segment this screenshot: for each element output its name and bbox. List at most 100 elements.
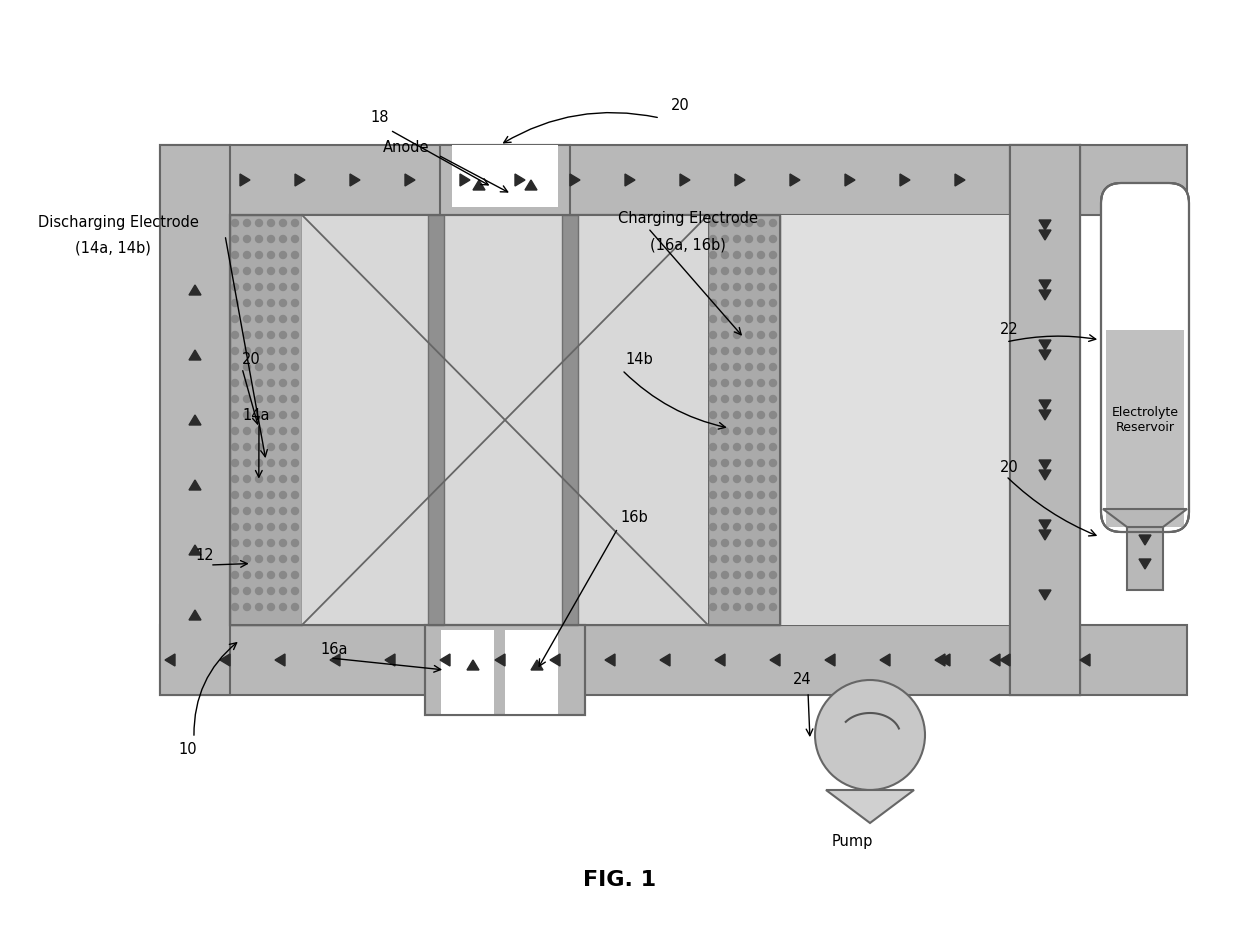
Circle shape <box>770 347 776 355</box>
FancyArrowPatch shape <box>332 659 440 672</box>
Circle shape <box>243 315 250 323</box>
Circle shape <box>255 364 263 370</box>
Circle shape <box>255 380 263 386</box>
Circle shape <box>758 347 765 355</box>
Circle shape <box>758 364 765 370</box>
Circle shape <box>232 315 238 323</box>
Bar <box>505 630 558 715</box>
Circle shape <box>770 331 776 339</box>
Circle shape <box>243 396 250 402</box>
Circle shape <box>291 315 299 323</box>
Circle shape <box>734 588 740 594</box>
Polygon shape <box>495 654 505 666</box>
Circle shape <box>279 364 286 370</box>
Polygon shape <box>1039 290 1052 300</box>
Circle shape <box>722 268 729 274</box>
Text: 14b: 14b <box>625 353 652 368</box>
Circle shape <box>279 427 286 435</box>
Polygon shape <box>472 180 485 190</box>
Circle shape <box>291 299 299 307</box>
Circle shape <box>745 347 753 355</box>
Circle shape <box>279 284 286 290</box>
Circle shape <box>268 588 274 594</box>
Circle shape <box>709 476 717 482</box>
Circle shape <box>709 539 717 547</box>
Circle shape <box>758 219 765 227</box>
Polygon shape <box>1039 590 1052 600</box>
Circle shape <box>291 235 299 243</box>
Circle shape <box>243 459 250 466</box>
Circle shape <box>291 588 299 594</box>
Circle shape <box>255 252 263 258</box>
Circle shape <box>722 604 729 610</box>
Circle shape <box>232 364 238 370</box>
Circle shape <box>722 588 729 594</box>
Circle shape <box>734 364 740 370</box>
Polygon shape <box>1039 280 1052 290</box>
Circle shape <box>770 555 776 563</box>
Circle shape <box>758 523 765 531</box>
Circle shape <box>255 459 263 466</box>
Circle shape <box>255 268 263 274</box>
Circle shape <box>255 492 263 498</box>
Bar <box>708 215 780 625</box>
Circle shape <box>279 268 286 274</box>
Polygon shape <box>1140 559 1151 569</box>
Circle shape <box>745 284 753 290</box>
Circle shape <box>709 331 717 339</box>
Bar <box>303 215 708 625</box>
Circle shape <box>758 396 765 402</box>
Circle shape <box>255 539 263 547</box>
Circle shape <box>709 299 717 307</box>
Polygon shape <box>188 285 201 295</box>
Polygon shape <box>275 654 285 666</box>
Text: Pump: Pump <box>831 834 873 849</box>
Polygon shape <box>1039 340 1052 350</box>
Circle shape <box>709 459 717 466</box>
Circle shape <box>279 459 286 466</box>
Circle shape <box>770 219 776 227</box>
Circle shape <box>745 268 753 274</box>
Polygon shape <box>660 654 670 666</box>
Circle shape <box>255 299 263 307</box>
Circle shape <box>709 284 717 290</box>
Text: Electrolyte
Reservoir: Electrolyte Reservoir <box>1111 406 1178 434</box>
Circle shape <box>758 443 765 451</box>
Circle shape <box>279 604 286 610</box>
Circle shape <box>734 347 740 355</box>
Circle shape <box>745 315 753 323</box>
Circle shape <box>745 252 753 258</box>
Polygon shape <box>1039 460 1052 470</box>
Circle shape <box>255 219 263 227</box>
Circle shape <box>232 492 238 498</box>
Circle shape <box>770 476 776 482</box>
Circle shape <box>734 315 740 323</box>
Circle shape <box>758 476 765 482</box>
Polygon shape <box>384 654 396 666</box>
FancyArrowPatch shape <box>255 425 262 477</box>
Circle shape <box>745 523 753 531</box>
Circle shape <box>232 443 238 451</box>
Polygon shape <box>295 174 305 186</box>
Circle shape <box>770 396 776 402</box>
Circle shape <box>232 396 238 402</box>
Circle shape <box>268 492 274 498</box>
Circle shape <box>815 680 925 790</box>
Circle shape <box>232 284 238 290</box>
Circle shape <box>268 508 274 514</box>
Bar <box>425 625 585 715</box>
Circle shape <box>268 347 274 355</box>
Circle shape <box>709 364 717 370</box>
Circle shape <box>722 347 729 355</box>
Circle shape <box>770 492 776 498</box>
Circle shape <box>770 364 776 370</box>
Text: Discharging Electrode: Discharging Electrode <box>38 215 198 230</box>
Circle shape <box>770 284 776 290</box>
Circle shape <box>745 508 753 514</box>
Bar <box>1080 145 1187 215</box>
Text: 20: 20 <box>999 461 1019 476</box>
Circle shape <box>709 380 717 386</box>
Circle shape <box>734 443 740 451</box>
Circle shape <box>232 523 238 531</box>
Circle shape <box>243 523 250 531</box>
